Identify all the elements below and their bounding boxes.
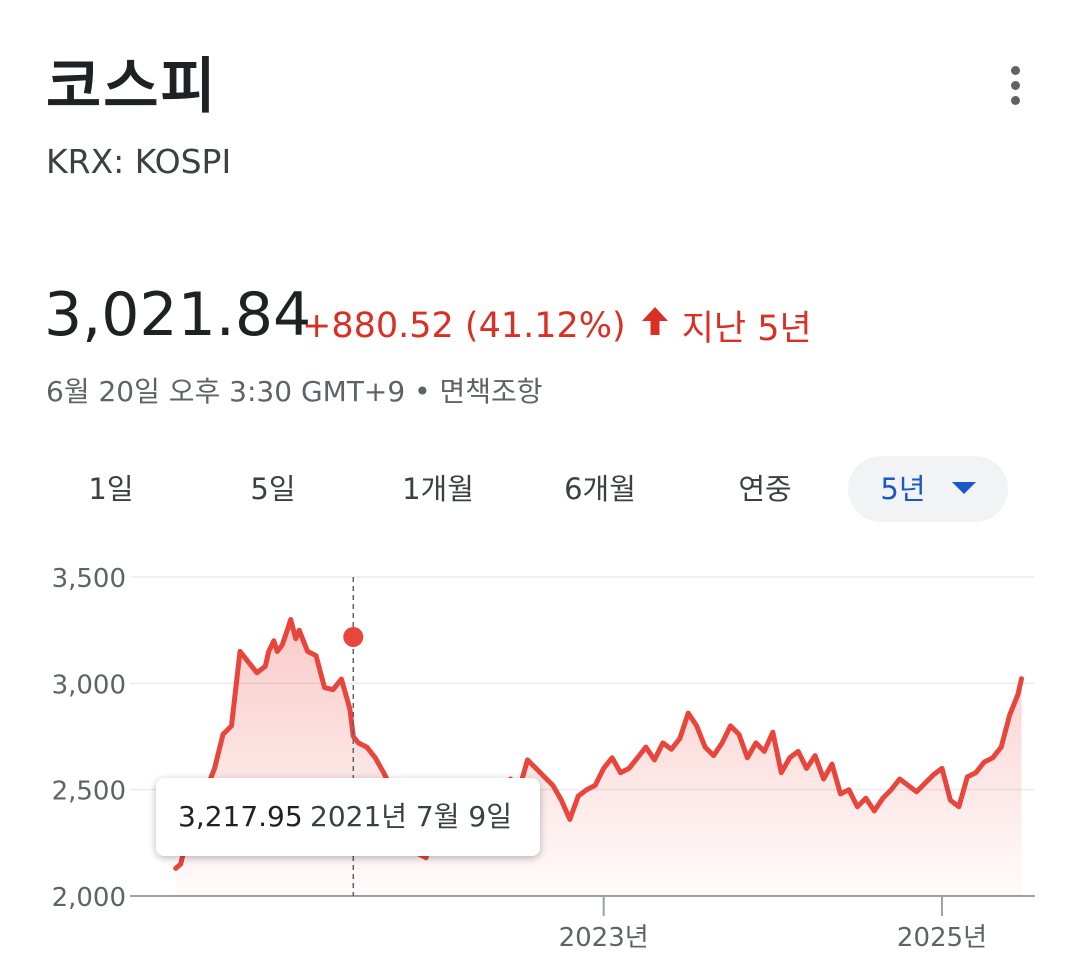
- chart-tooltip: 3,217.95 2021년 7월 9일: [156, 778, 540, 856]
- current-price: 3,021.84: [44, 280, 312, 350]
- tab-1m[interactable]: 1개월: [402, 472, 474, 506]
- arrow-up-icon: [640, 305, 670, 346]
- tooltip-date: 2021년 7월 9일: [310, 800, 512, 833]
- x-tick-label: 2025년: [897, 923, 987, 953]
- page-title: 코스피: [46, 52, 218, 122]
- y-tick-label: 3,500: [52, 564, 126, 594]
- price-line: [173, 617, 1024, 871]
- chevron-down-icon: [951, 482, 976, 494]
- ticker-symbol: KRX: KOSPI: [46, 142, 232, 181]
- y-tick-label: 3,000: [52, 670, 126, 700]
- tab-6m[interactable]: 6개월: [564, 472, 636, 506]
- range-tabs: 1일 5일 1개월 6개월 연중 5년: [0, 456, 1079, 526]
- tab-5y-label: 5년: [880, 472, 926, 506]
- x-tick-label: 2023년: [559, 923, 649, 953]
- tab-ytd[interactable]: 연중: [738, 472, 792, 506]
- y-tick-label: 2,500: [52, 777, 126, 807]
- tooltip-value: 3,217.95: [178, 800, 303, 833]
- quote-timestamp: 6월 20일 오후 3:30 GMT+9 • 면책조항: [46, 375, 543, 408]
- tab-5d[interactable]: 5일: [250, 472, 296, 506]
- more-options-icon[interactable]: [996, 62, 1036, 110]
- tab-1d[interactable]: 1일: [88, 472, 134, 506]
- price-change: +880.52 (41.12%) 지난 5년: [302, 300, 812, 351]
- price-chart[interactable]: 3,500 3,000 2,500 2,000 2023년 2025년: [0, 550, 1079, 975]
- tab-5y[interactable]: 5년: [848, 456, 1008, 522]
- change-period: 지난 5년: [681, 309, 812, 349]
- highlight-point: [343, 626, 364, 647]
- change-value: +880.52 (41.12%): [302, 305, 626, 346]
- y-tick-label: 2,000: [52, 883, 126, 913]
